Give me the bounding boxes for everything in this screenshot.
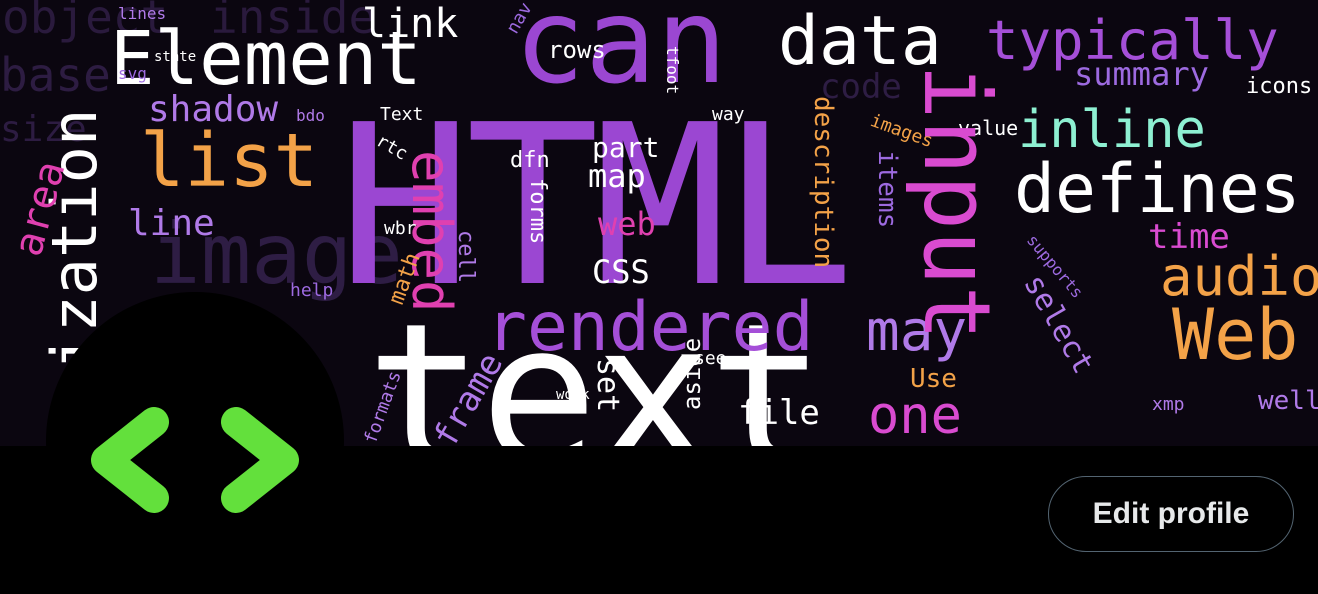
code-brackets-icon bbox=[91, 407, 299, 513]
banner-word: Element bbox=[110, 16, 422, 102]
banner-word: map bbox=[588, 157, 646, 195]
edit-profile-label: Edit profile bbox=[1092, 497, 1250, 530]
banner-word: xmp bbox=[1152, 394, 1185, 415]
banner-word: tfoot bbox=[663, 46, 682, 95]
banner-word: part bbox=[592, 131, 660, 164]
banner-word: icons bbox=[1246, 74, 1313, 99]
banner-word: dfn bbox=[510, 148, 550, 173]
banner-word: input bbox=[903, 64, 1010, 341]
banner-word: items bbox=[872, 150, 902, 229]
banner-word: value bbox=[958, 116, 1019, 140]
banner-word: defines bbox=[1014, 150, 1301, 229]
banner-word: svg bbox=[118, 64, 147, 83]
banner-word: base bbox=[0, 48, 111, 102]
banner-word: way bbox=[712, 104, 745, 125]
banner-word: one bbox=[868, 386, 962, 446]
banner-word: typically bbox=[986, 9, 1279, 72]
banner-word: link bbox=[362, 1, 459, 47]
banner-word: code bbox=[820, 67, 902, 107]
banner-word: line bbox=[128, 203, 215, 244]
banner-word: description bbox=[808, 96, 838, 269]
avatar[interactable] bbox=[46, 292, 344, 590]
banner-word: see bbox=[694, 348, 727, 369]
banner-word: set bbox=[590, 358, 625, 413]
banner-word: rendered bbox=[486, 288, 814, 367]
banner-word: file bbox=[738, 393, 820, 433]
banner-word: help bbox=[290, 280, 334, 301]
banner-word: forms bbox=[525, 178, 550, 245]
banner-word: work bbox=[556, 387, 590, 403]
banner-word: state bbox=[154, 49, 197, 65]
banner-word: shadow bbox=[148, 89, 279, 130]
banner-word: lines bbox=[118, 4, 167, 23]
banner-word: select bbox=[1016, 268, 1101, 380]
edit-profile-button[interactable]: Edit profile bbox=[1048, 476, 1294, 552]
banner-word: Text bbox=[380, 104, 424, 125]
banner-word: inline bbox=[1018, 100, 1206, 160]
banner-word: may bbox=[866, 299, 968, 364]
banner-word: Web bbox=[1172, 294, 1299, 376]
banner-word: inside bbox=[210, 0, 377, 44]
banner-word: rows bbox=[548, 36, 606, 64]
banner-word: Use bbox=[910, 364, 957, 394]
banner-word: object bbox=[2, 0, 169, 44]
banner-word: bdo bbox=[296, 106, 325, 125]
banner-word: cell bbox=[453, 230, 478, 283]
banner-word: CSS bbox=[592, 253, 650, 291]
banner-word: text bbox=[366, 282, 826, 446]
banner-word: summary bbox=[1074, 55, 1209, 93]
banner-word: data bbox=[778, 2, 942, 81]
banner-word: can bbox=[514, 0, 728, 110]
banner-word: web bbox=[598, 205, 656, 243]
banner-word: size bbox=[0, 109, 87, 150]
banner-word: image bbox=[150, 205, 403, 303]
banner-word: HTML bbox=[338, 78, 855, 336]
banner-word: audio bbox=[1160, 245, 1318, 308]
banner-word: list bbox=[140, 118, 319, 204]
banner-word: wbr bbox=[384, 218, 417, 239]
banner-word: well bbox=[1258, 386, 1318, 416]
banner-word: time bbox=[1148, 217, 1230, 257]
